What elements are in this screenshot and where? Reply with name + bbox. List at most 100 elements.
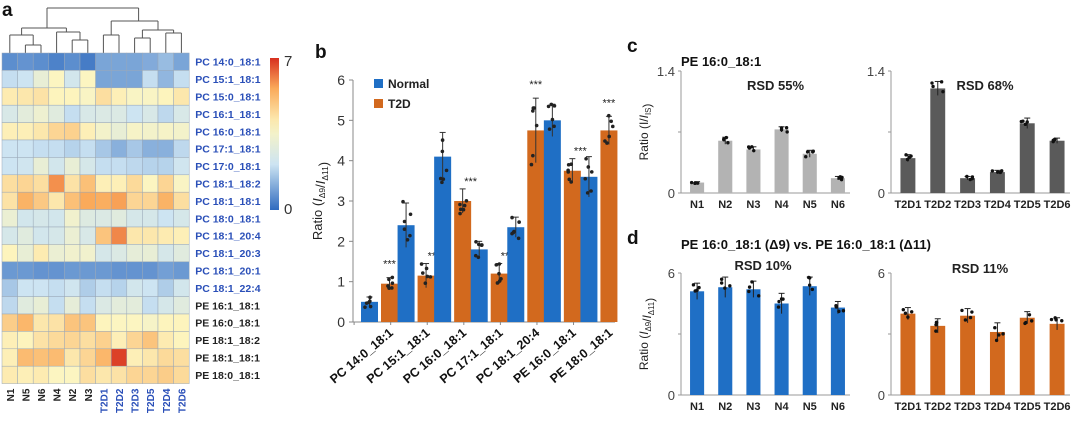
heatmap-cell [48, 139, 65, 158]
data-point [930, 81, 934, 85]
row-label: PE 16:1_18:1 [195, 300, 260, 312]
data-point [552, 124, 556, 129]
data-point [610, 124, 615, 129]
data-point [903, 311, 908, 315]
x-tick-label: T2D4 [984, 199, 1012, 211]
heatmap-cell [110, 348, 128, 367]
data-point [785, 130, 789, 134]
heatmap-cell [126, 174, 143, 193]
x-tick-label: PE 16:0_18:1 [511, 326, 579, 386]
data-point [697, 285, 701, 290]
heatmap-cell [17, 331, 34, 350]
bar [930, 325, 946, 395]
heatmap-cell [142, 296, 159, 315]
heatmap-cell [48, 365, 65, 384]
bar [718, 140, 733, 193]
data-point [589, 189, 593, 193]
heatmap-cell [17, 244, 34, 263]
data-point [567, 177, 572, 182]
heatmap-cell [126, 226, 143, 245]
x-tick-label: N5 [803, 199, 817, 211]
x-tick-label: T2D1 [894, 401, 921, 413]
heatmap-cell [64, 104, 81, 123]
data-point [841, 309, 846, 313]
heatmap-cell [17, 261, 34, 280]
data-point [363, 305, 367, 309]
data-point [423, 281, 428, 285]
column-label: T2D2 [115, 388, 126, 413]
data-point [838, 175, 842, 179]
heatmap-cell [1, 244, 18, 263]
heatmap-cell [110, 209, 128, 228]
heatmap-cell [64, 70, 81, 89]
bar [690, 182, 705, 193]
heatmap-cell [95, 331, 112, 350]
heatmap-cell [142, 278, 159, 297]
row-label: PC 18:1_20:4 [195, 231, 261, 243]
data-point [531, 109, 535, 113]
bar [960, 178, 976, 193]
data-point [603, 139, 607, 143]
heatmap-cell [157, 157, 174, 176]
x-tick-label: T2D5 [1014, 401, 1041, 413]
heatmap-cell [79, 209, 96, 228]
data-point [963, 318, 968, 322]
data-point [901, 307, 906, 312]
data-point [441, 177, 446, 181]
heatmap-cell [95, 174, 112, 193]
x-tick-label: N3 [746, 401, 760, 413]
heatmap-cell [157, 122, 174, 141]
data-point [473, 253, 478, 258]
heatmap-cell [32, 70, 50, 89]
heatmap-cell [32, 348, 50, 367]
heatmap-cell [110, 174, 128, 193]
heatmap-cell [126, 365, 143, 384]
heatmap-cell [17, 70, 34, 89]
data-point [746, 145, 751, 149]
heatmap-cell [126, 157, 143, 176]
heatmap-cell [110, 278, 128, 297]
column-label: T2D4 [162, 388, 173, 413]
x-tick-label: T2D2 [924, 401, 951, 413]
data-point [994, 338, 999, 343]
heatmap-cell [157, 52, 174, 71]
x-tick-label: N5 [803, 401, 817, 413]
data-point [804, 154, 808, 159]
heatmap-cell [173, 365, 190, 384]
heatmap-cell [95, 70, 112, 89]
data-point [934, 323, 938, 327]
heatmap-cell [64, 87, 81, 106]
heatmap-cell [173, 191, 190, 210]
heatmap-cell [32, 313, 50, 332]
heatmap-cell [48, 244, 65, 263]
y-tick-label: 0 [668, 186, 675, 201]
data-point [589, 170, 594, 174]
row-label: PC 18:0_18:1 [195, 213, 261, 225]
heatmap-cell [173, 87, 190, 106]
column-label: N2 [68, 388, 79, 401]
bar-t2d [490, 273, 508, 322]
bar [746, 289, 761, 395]
bar [690, 291, 705, 395]
column-labels: N1 N5 N6 N4 N2 N3 T2D1 T2D2 T2D3 T2D5 T2D4 T2D6 [6, 388, 189, 413]
heatmap-cell [126, 209, 143, 228]
data-point [939, 80, 944, 84]
heatmap-cell [79, 139, 96, 158]
heatmap-cell [1, 174, 18, 193]
bar-chart-panel: 0 1 2 3 4 5 6 Ratio (IΔ9/IΔ11) *** PC 14:0_18:1 **… [310, 72, 618, 386]
data-point [420, 271, 425, 275]
heatmap-cell [110, 261, 128, 280]
heatmap-cell [126, 348, 143, 367]
heatmap-cell [17, 87, 34, 106]
heatmap-cell [126, 191, 143, 210]
heatmap-cell [64, 278, 81, 297]
y-tick-label: 0 [668, 388, 675, 403]
data-point [387, 277, 391, 282]
heatmap-cell [142, 87, 159, 106]
bar-normal [397, 225, 415, 322]
data-point [747, 289, 751, 294]
heatmap-cell [157, 87, 174, 106]
heatmap-cell [142, 122, 159, 141]
data-point [566, 170, 571, 174]
heatmap-cell [110, 157, 128, 176]
